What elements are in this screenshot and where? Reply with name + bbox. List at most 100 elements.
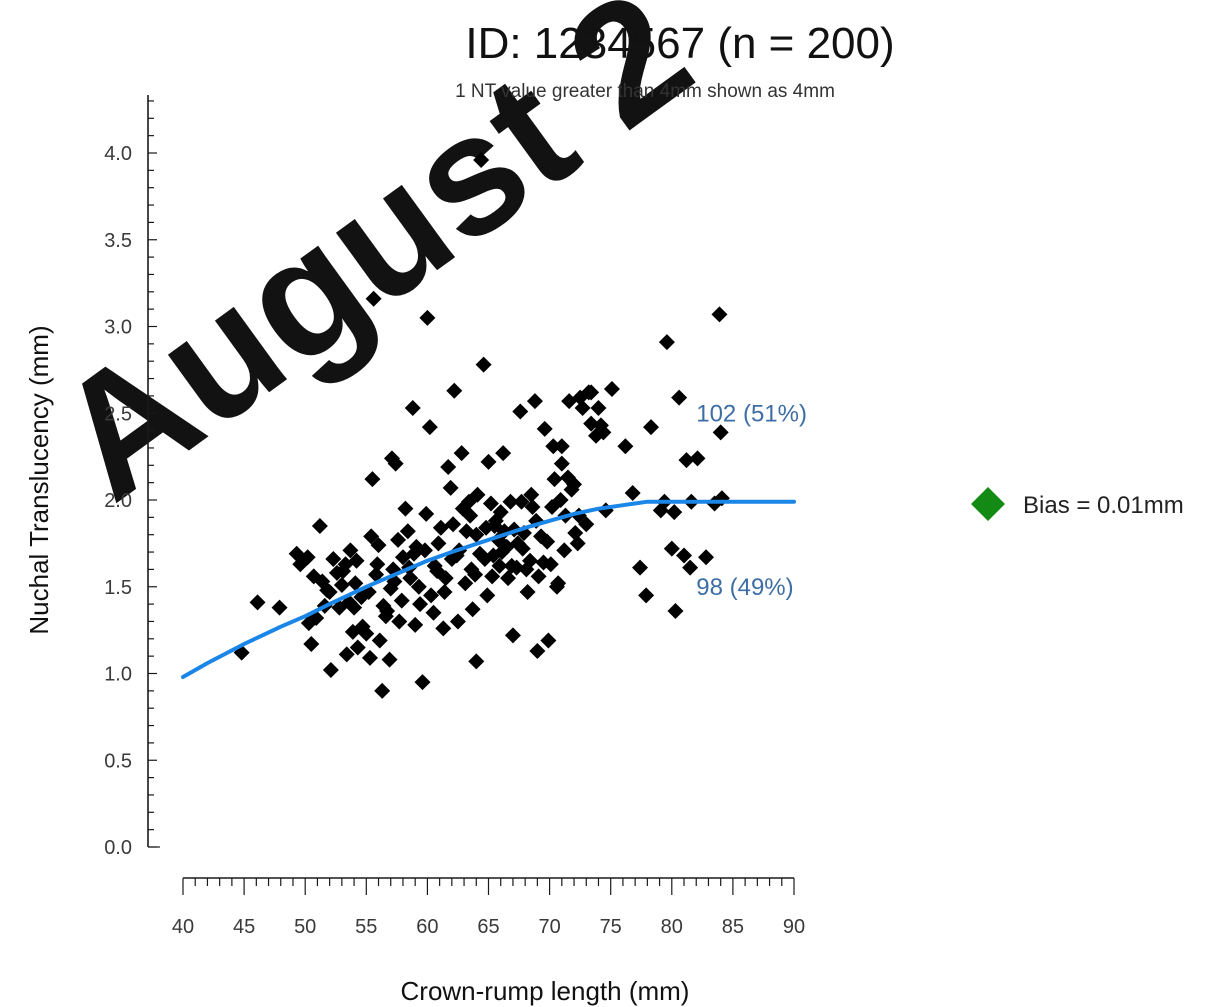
data-point: [553, 438, 570, 455]
data-point: [476, 550, 493, 567]
data-point: [328, 564, 345, 581]
data-point: [548, 578, 565, 595]
data-point: [638, 587, 655, 604]
data-point: [590, 400, 607, 417]
x-tick-label: 80: [661, 916, 683, 938]
data-point: [410, 578, 427, 595]
data-point: [300, 615, 317, 632]
data-point: [469, 486, 486, 503]
data-point: [369, 556, 386, 573]
count-annotations: 102 (51%) 98 (49%): [696, 400, 807, 601]
data-point: [344, 623, 361, 640]
count-label: 98 (49%): [696, 574, 793, 601]
x-tick-label: 45: [233, 916, 255, 938]
data-point: [407, 616, 424, 633]
data-point: [358, 625, 375, 642]
data-point: [421, 419, 438, 436]
data-point: [414, 674, 431, 691]
data-point: [368, 566, 385, 583]
legend: Bias = 0.01mm: [971, 487, 1184, 521]
data-point: [425, 604, 442, 621]
data-point: [311, 518, 328, 535]
data-point: [325, 550, 342, 567]
data-points: [233, 151, 730, 699]
data-point: [473, 151, 490, 168]
data-point: [678, 452, 695, 469]
x-tick-label: 55: [355, 916, 377, 938]
data-point: [412, 596, 429, 613]
data-point: [423, 587, 440, 604]
reference-curve: [181, 499, 796, 679]
data-point: [671, 389, 688, 406]
data-point: [391, 613, 408, 630]
data-point: [676, 547, 693, 564]
data-point: [482, 495, 499, 512]
chart-title: ID: 1234567 (n = 200): [465, 19, 894, 68]
data-point: [512, 403, 529, 420]
data-point: [402, 570, 419, 587]
data-point: [583, 415, 600, 432]
data-point: [397, 500, 414, 517]
data-point: [430, 535, 447, 552]
data-point: [663, 540, 680, 557]
data-point: [484, 568, 501, 585]
data-point: [617, 438, 634, 455]
data-point: [486, 518, 503, 535]
data-point: [379, 603, 396, 620]
data-point: [453, 445, 470, 462]
y-tick-label: 1.0: [104, 664, 132, 686]
data-point: [643, 419, 660, 436]
data-point: [390, 531, 407, 548]
data-point: [419, 309, 436, 326]
y-tick-label: 2.0: [104, 490, 132, 512]
data-point: [513, 493, 530, 510]
data-point: [449, 613, 466, 630]
data-point: [432, 519, 449, 536]
data-point: [342, 542, 359, 559]
data-point: [436, 583, 453, 600]
data-point: [467, 566, 484, 583]
y-tick-label: 4.0: [104, 143, 132, 165]
count-label: 102 (51%): [696, 400, 807, 427]
x-tick-label: 50: [294, 916, 316, 938]
data-point: [502, 493, 519, 510]
data-point: [546, 471, 563, 488]
y-axis: 0.0 0.5 1.0 1.5 2.0 2.5 3.0 3.5 4.0: [104, 94, 160, 859]
data-point: [446, 382, 463, 399]
data-point: [303, 636, 320, 653]
data-point: [314, 573, 331, 590]
data-point: [399, 523, 416, 540]
chart-subtitle: 1 NT value greater than 4mm shown as 4mm: [455, 81, 835, 102]
data-point: [426, 557, 443, 574]
data-point: [712, 424, 729, 441]
data-point: [435, 620, 452, 637]
data-point: [519, 583, 536, 600]
reference-line: [181, 499, 796, 679]
data-point: [347, 575, 364, 592]
data-point: [500, 570, 517, 587]
data-point: [632, 559, 649, 576]
data-point: [524, 498, 541, 515]
data-point: [363, 528, 380, 545]
data-point: [370, 537, 387, 554]
data-point: [464, 601, 481, 618]
data-point: [393, 592, 410, 609]
data-point: [545, 438, 562, 455]
data-point: [522, 552, 539, 569]
data-point: [405, 545, 422, 562]
data-point: [292, 556, 309, 573]
data-point: [382, 580, 399, 597]
data-point: [553, 455, 570, 472]
data-point: [503, 557, 520, 574]
x-tick-label: 90: [783, 916, 805, 938]
data-point: [475, 356, 492, 373]
data-point: [249, 594, 266, 611]
y-axis-title: Nuchal Translucency (mm): [24, 325, 54, 634]
data-point: [540, 632, 557, 649]
data-point: [371, 632, 388, 649]
data-point: [346, 599, 363, 616]
data-point: [523, 486, 540, 503]
x-tick-label: 65: [477, 916, 499, 938]
data-point: [333, 577, 350, 594]
